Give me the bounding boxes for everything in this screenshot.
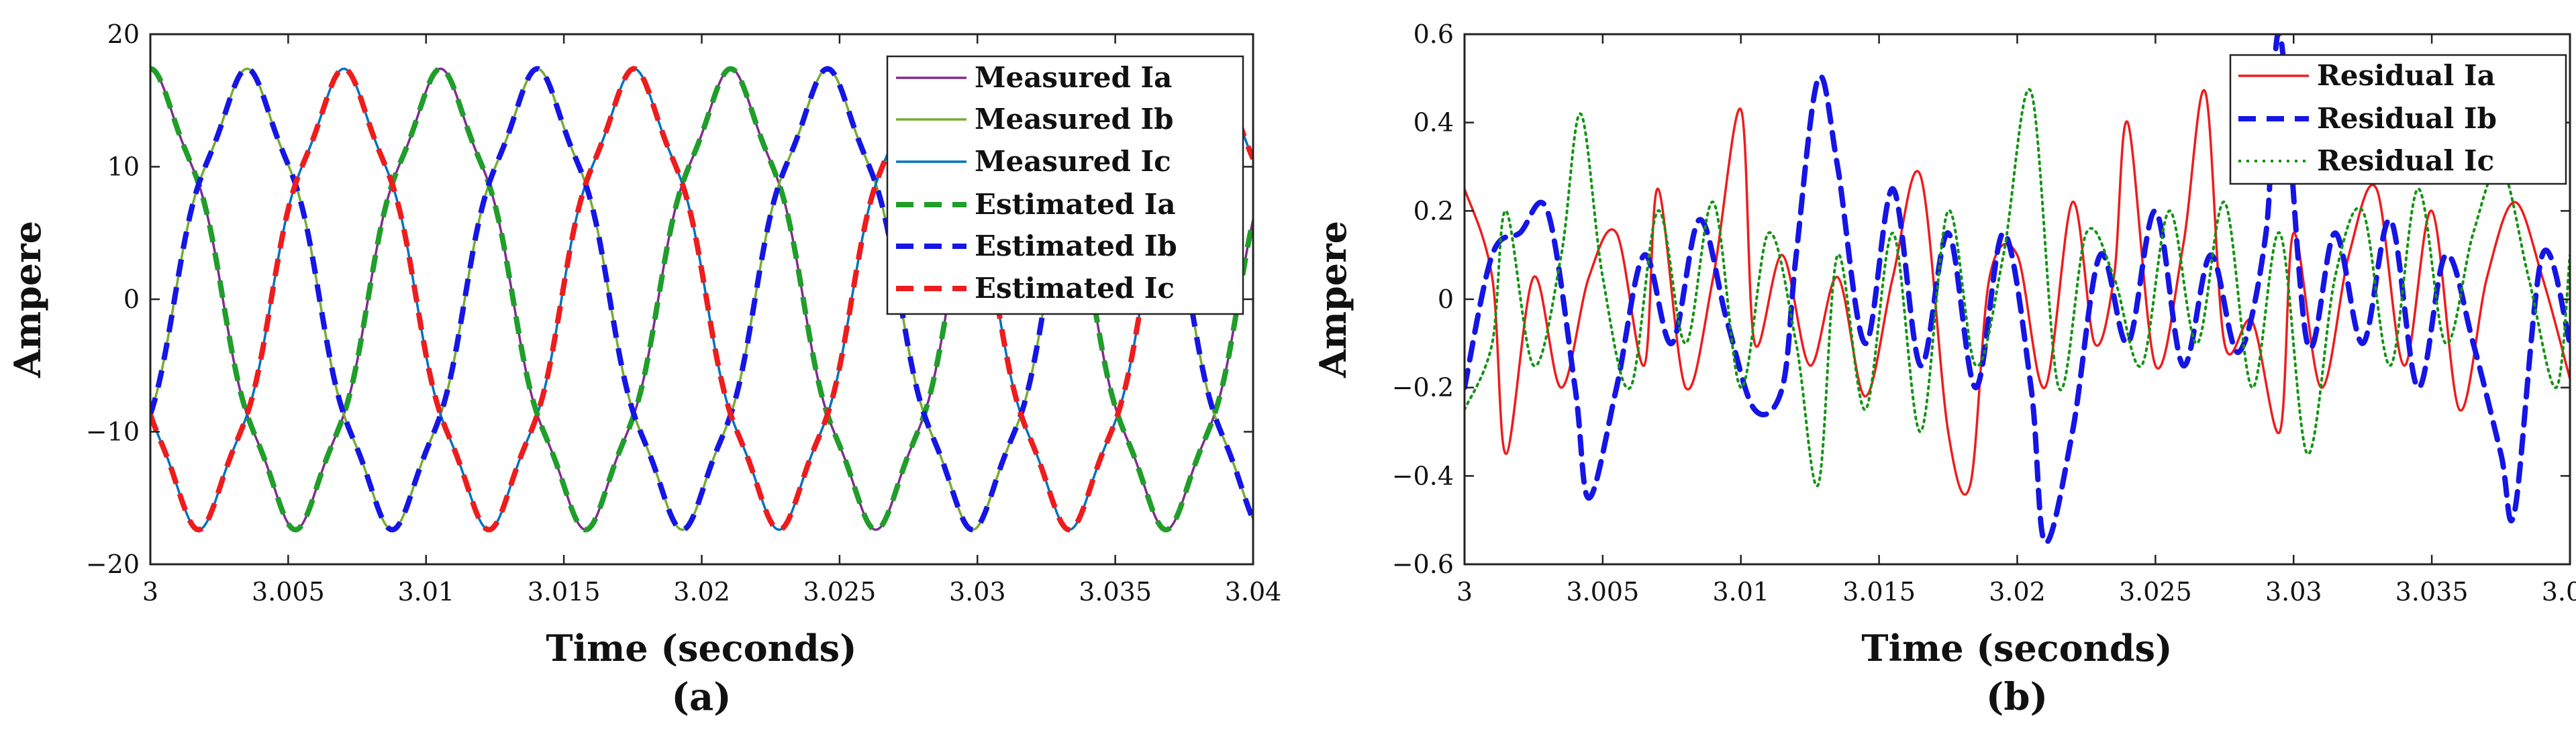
- y-tick-label-b: −0.6: [1392, 550, 1454, 579]
- legend-label-residual-ib: Residual Ib: [2317, 102, 2497, 135]
- x-tick-label-b: 3.02: [1989, 577, 2046, 607]
- x-axis-label-b: Time (seconds): [1861, 627, 2172, 670]
- legend-label-measured-ia: Measured Ia: [975, 61, 1172, 94]
- legend-label-measured-ic: Measured Ic: [975, 145, 1171, 178]
- legend-label-estimated-ib: Estimated Ib: [975, 229, 1177, 262]
- x-tick-label-b: 3.01: [1712, 577, 1769, 607]
- x-axis-label-a: Time (seconds): [546, 627, 856, 670]
- chart-b: 3 3.005 3.01 3.015 3.02 3.025 3.03 3.035 3.04 −0…: [1311, 19, 2576, 719]
- x-tick-label-b: 3.015: [1842, 577, 1916, 607]
- x-tick-label-b: 3.005: [1566, 577, 1639, 607]
- x-tick-label-a: 3.03: [949, 577, 1006, 607]
- x-tick-label-a: 3: [142, 577, 158, 607]
- legend-label-measured-ib: Measured Ib: [975, 103, 1173, 136]
- series-line-residual-ib: [1465, 34, 2570, 545]
- x-tick-label-a: 3.005: [252, 577, 325, 607]
- series-line-residual-ia: [1465, 89, 2570, 496]
- legend-label-estimated-ia: Estimated Ia: [975, 188, 1176, 221]
- panel-label-a: (a): [671, 675, 731, 719]
- y-tick-label-b: 0.4: [1414, 108, 1454, 138]
- x-tick-label-a: 3.025: [803, 577, 876, 607]
- legend-label-residual-ic: Residual Ic: [2317, 144, 2494, 177]
- legend-label-estimated-ic: Estimated Ic: [975, 272, 1175, 305]
- y-ticks-b: −0.6 −0.4 −0.2 0 0.2 0.4 0.6: [1392, 19, 2570, 579]
- x-tick-label-b: 3.04: [2542, 577, 2576, 607]
- y-tick-label-a: 20: [107, 19, 140, 49]
- x-tick-label-a: 3.02: [673, 577, 730, 607]
- legend-box-a: [886, 55, 1244, 315]
- x-tick-label-b: 3.03: [2265, 577, 2322, 607]
- x-tick-label-b: 3.025: [2119, 577, 2192, 607]
- y-tick-label-b: 0.6: [1414, 19, 1454, 49]
- plot-area-b: [1465, 34, 2570, 545]
- x-ticks-b: 3 3.005 3.01 3.015 3.02 3.025 3.03 3.035 3.04: [1456, 34, 2576, 607]
- y-tick-label-b: −0.2: [1392, 373, 1454, 403]
- y-tick-label-a: −20: [86, 550, 140, 579]
- x-tick-label-b: 3.035: [2395, 577, 2469, 607]
- chart-a: 3 3.005 3.01 3.015 3.02 3.025 3.03 3.035 3.04 −2…: [6, 19, 1281, 719]
- x-ticks-a: 3 3.005 3.01 3.015 3.02 3.025 3.03 3.035 3.04: [142, 34, 1281, 607]
- x-tick-label-a: 3.04: [1225, 577, 1282, 607]
- y-tick-label-b: −0.4: [1392, 461, 1454, 490]
- y-axis-label-b: Ampere: [1311, 221, 1354, 378]
- y-tick-label-b: 0.2: [1414, 196, 1454, 225]
- y-axis-label-a: Ampere: [6, 221, 49, 378]
- y-tick-label-a: 0: [123, 284, 140, 314]
- series-line-residual-ic: [1465, 88, 2570, 488]
- panel-label-b: (b): [1986, 675, 2048, 719]
- y-tick-label-a: −10: [86, 417, 140, 447]
- x-tick-label-a: 3.01: [397, 577, 454, 607]
- x-tick-label-a: 3.035: [1079, 577, 1152, 607]
- x-tick-label-a: 3.015: [528, 577, 601, 607]
- y-tick-label-a: 10: [107, 152, 140, 182]
- y-tick-label-b: 0: [1438, 284, 1454, 314]
- legend-a: Measured Ia Measured Ib Measured Ic Esti…: [886, 55, 1244, 315]
- series-line-estimated-ic: [150, 66, 1253, 533]
- legend-b: Residual Ia Residual Ib Residual Ic: [2229, 54, 2567, 185]
- y-ticks-a: −20 −10 0 10 20: [86, 19, 1253, 579]
- x-tick-label-b: 3: [1456, 577, 1473, 607]
- legend-label-residual-ia: Residual Ia: [2317, 59, 2495, 92]
